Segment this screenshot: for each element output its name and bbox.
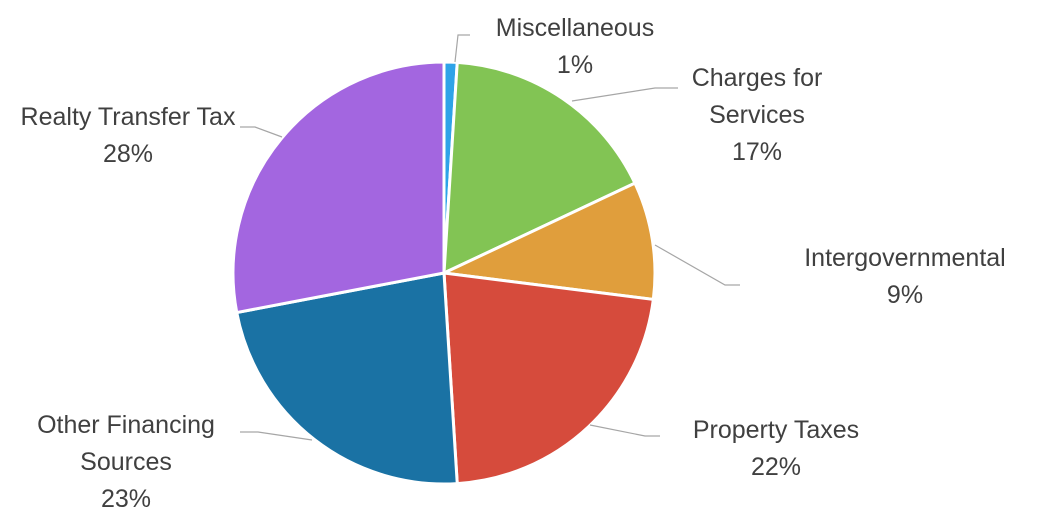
category-label: Property Taxes	[692, 416, 860, 444]
value-label: 1%	[556, 51, 594, 79]
value-label: 23%	[100, 485, 152, 513]
data-label: Miscellaneous 1%	[455, 10, 695, 84]
category-label: Realty Transfer Tax	[20, 103, 236, 131]
leader-line	[571, 87, 678, 102]
leader-line	[240, 126, 283, 138]
pie-slice	[442, 271, 656, 486]
data-label: Charges for Services 17%	[675, 60, 840, 171]
pie-slice	[442, 60, 637, 276]
leader-line	[589, 424, 660, 437]
data-label: Other Financing Sources 23%	[9, 407, 244, 518]
value-label: 28%	[102, 140, 154, 168]
data-label: Realty Transfer Tax 28%	[12, 99, 244, 173]
leader-line	[240, 431, 313, 441]
data-label: Intergovernmental 9%	[770, 240, 1040, 314]
leader-line	[654, 244, 740, 286]
category-label: Intergovernmental	[804, 244, 1006, 272]
pie-slice	[231, 60, 446, 315]
value-label: 9%	[886, 281, 924, 309]
category-label: Other Financing Sources	[37, 411, 215, 476]
leader-line	[454, 34, 470, 63]
value-label: 22%	[750, 453, 802, 481]
category-label: Charges for Services	[691, 64, 823, 129]
category-label: Miscellaneous	[495, 14, 655, 42]
value-label: 17%	[731, 138, 783, 166]
pie-slice	[234, 271, 459, 486]
data-label: Property Taxes 22%	[651, 412, 901, 486]
pie-slice	[438, 181, 657, 302]
